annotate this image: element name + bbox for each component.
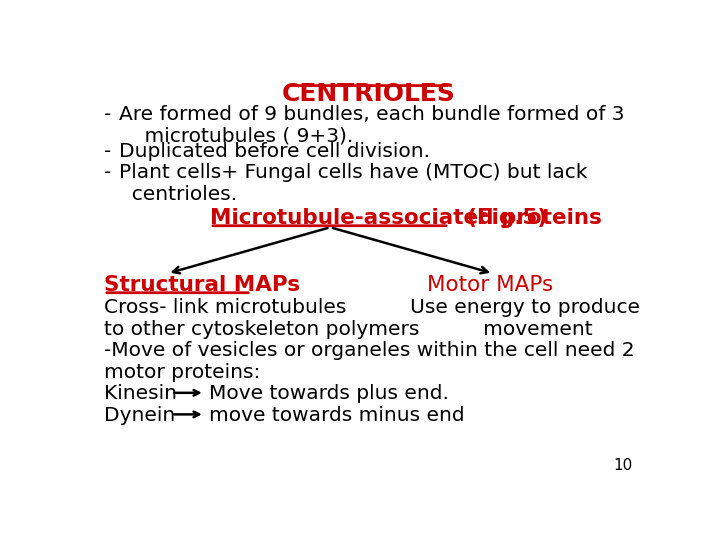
Text: (Fig.5): (Fig.5) (452, 208, 547, 228)
Text: Are formed of 9 bundles, each bundle formed of 3
    microtubules ( 9+3).: Are formed of 9 bundles, each bundle for… (120, 105, 625, 146)
Text: -: - (104, 142, 111, 161)
Text: to other cytoskeleton polymers          movement: to other cytoskeleton polymers movement (104, 320, 593, 339)
Text: Move towards plus end.: Move towards plus end. (210, 384, 449, 403)
Text: 10: 10 (613, 458, 632, 473)
Text: Plant cells+ Fungal cells have (MTOC) but lack
  centrioles.: Plant cells+ Fungal cells have (MTOC) bu… (120, 164, 588, 204)
Text: Motor MAPs: Motor MAPs (427, 275, 554, 295)
Text: Cross- link microtubules          Use energy to produce: Cross- link microtubules Use energy to p… (104, 298, 640, 317)
Text: Kinesin: Kinesin (104, 384, 177, 403)
Text: motor proteins:: motor proteins: (104, 363, 261, 382)
Text: -: - (104, 164, 111, 183)
Text: Duplicated before cell division.: Duplicated before cell division. (120, 142, 431, 161)
Text: move towards minus end: move towards minus end (210, 406, 465, 425)
Text: CENTRIOLES: CENTRIOLES (282, 82, 456, 106)
Text: -: - (104, 105, 111, 124)
Text: -Move of vesicles or organeles within the cell need 2: -Move of vesicles or organeles within th… (104, 341, 634, 360)
Text: Dynein: Dynein (104, 406, 175, 425)
Text: Structural MAPs: Structural MAPs (104, 275, 300, 295)
Text: Microtubule-associated proteins: Microtubule-associated proteins (210, 208, 602, 228)
